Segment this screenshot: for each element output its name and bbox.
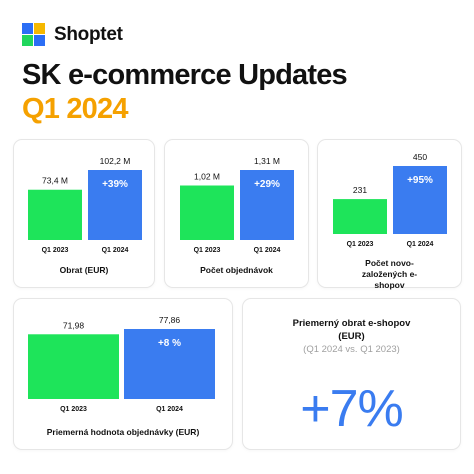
value-label-orders-1: 1,02 M xyxy=(194,171,220,181)
tick-label-orders-1: Q1 2023 xyxy=(194,247,221,254)
value-label-revenue-1: 73,4 M xyxy=(42,176,68,186)
chart-label-orders: Počet objednávok xyxy=(200,265,273,275)
chart-label-new-shops: Počet novo-založených e-shopov xyxy=(361,258,418,290)
bar-avg-order-1 xyxy=(28,334,119,399)
value-label-orders-2: 1,31 M xyxy=(254,156,280,166)
bar-new-shops-2 xyxy=(393,166,447,234)
summary-value: +7% xyxy=(300,380,404,438)
bar-new-shops-1 xyxy=(333,199,387,234)
change-label-orders: +29% xyxy=(254,179,280,190)
tick-label-revenue-1: Q1 2023 xyxy=(42,247,69,254)
shoptet-logo-icon xyxy=(22,23,46,47)
value-label-new-shops-2: 450 xyxy=(413,152,427,162)
chart-card-revenue: 73,4 M Q1 2023 102,2 M Q1 2024 +39% Obrat (E… xyxy=(14,140,154,287)
chart-label-avg-order: Priemerná hodnota objednávky (EUR) xyxy=(46,427,200,437)
change-label-avg-order: +8 % xyxy=(158,338,181,349)
chart-card-avg-order: 71,98 Q1 2023 77,86 Q1 2024 +8 % Priemerná h… xyxy=(14,299,232,449)
change-label-new-shops: +95% xyxy=(407,175,433,186)
tick-label-avg-order-2: Q1 2024 xyxy=(156,406,183,413)
page-subtitle: Q1 2024 xyxy=(22,93,128,125)
bar-avg-order-2 xyxy=(124,329,215,399)
bar-revenue-2 xyxy=(88,170,142,240)
chart-revenue: 73,4 M Q1 2023 102,2 M Q1 2024 +39% xyxy=(28,156,142,254)
tick-label-avg-order-1: Q1 2023 xyxy=(60,406,87,413)
value-label-revenue-2: 102,2 M xyxy=(100,156,131,166)
value-label-avg-order-2: 77,86 xyxy=(159,315,181,325)
chart-label-revenue: Obrat (EUR) xyxy=(59,265,109,275)
chart-new-shops: 231 Q1 2023 450 Q1 2024 +95% xyxy=(333,152,447,248)
bar-revenue-1 xyxy=(28,189,82,240)
summary-title: Priemerný obrat e-shopov (EUR) xyxy=(292,318,411,342)
brand-name: Shoptet xyxy=(54,24,123,45)
tick-label-new-shops-1: Q1 2023 xyxy=(347,241,374,248)
brand: Shoptet xyxy=(22,21,123,49)
tick-label-revenue-2: Q1 2024 xyxy=(102,247,129,254)
summary-card: Priemerný obrat e-shopov (EUR) (Q1 2024 … xyxy=(243,299,460,449)
bar-orders-2 xyxy=(240,170,294,240)
summary-period: (Q1 2024 vs. Q1 2023) xyxy=(303,344,400,355)
change-label-revenue: +39% xyxy=(102,179,128,190)
value-label-new-shops-1: 231 xyxy=(353,185,367,195)
page-title: SK e-commerce Updates xyxy=(22,59,348,91)
chart-card-new-shops: 231 Q1 2023 450 Q1 2024 +95% Počet novo-zalo… xyxy=(318,140,461,290)
chart-orders: 1,02 M Q1 2023 1,31 M Q1 2024 +29% xyxy=(180,156,294,254)
chart-card-orders: 1,02 M Q1 2023 1,31 M Q1 2024 +29% Počet obj… xyxy=(165,140,308,287)
tick-label-orders-2: Q1 2024 xyxy=(254,247,281,254)
tick-label-new-shops-2: Q1 2024 xyxy=(407,241,434,248)
value-label-avg-order-1: 71,98 xyxy=(63,320,85,330)
chart-avg-order: 71,98 Q1 2023 77,86 Q1 2024 +8 % xyxy=(28,315,215,413)
bar-orders-1 xyxy=(180,185,234,240)
